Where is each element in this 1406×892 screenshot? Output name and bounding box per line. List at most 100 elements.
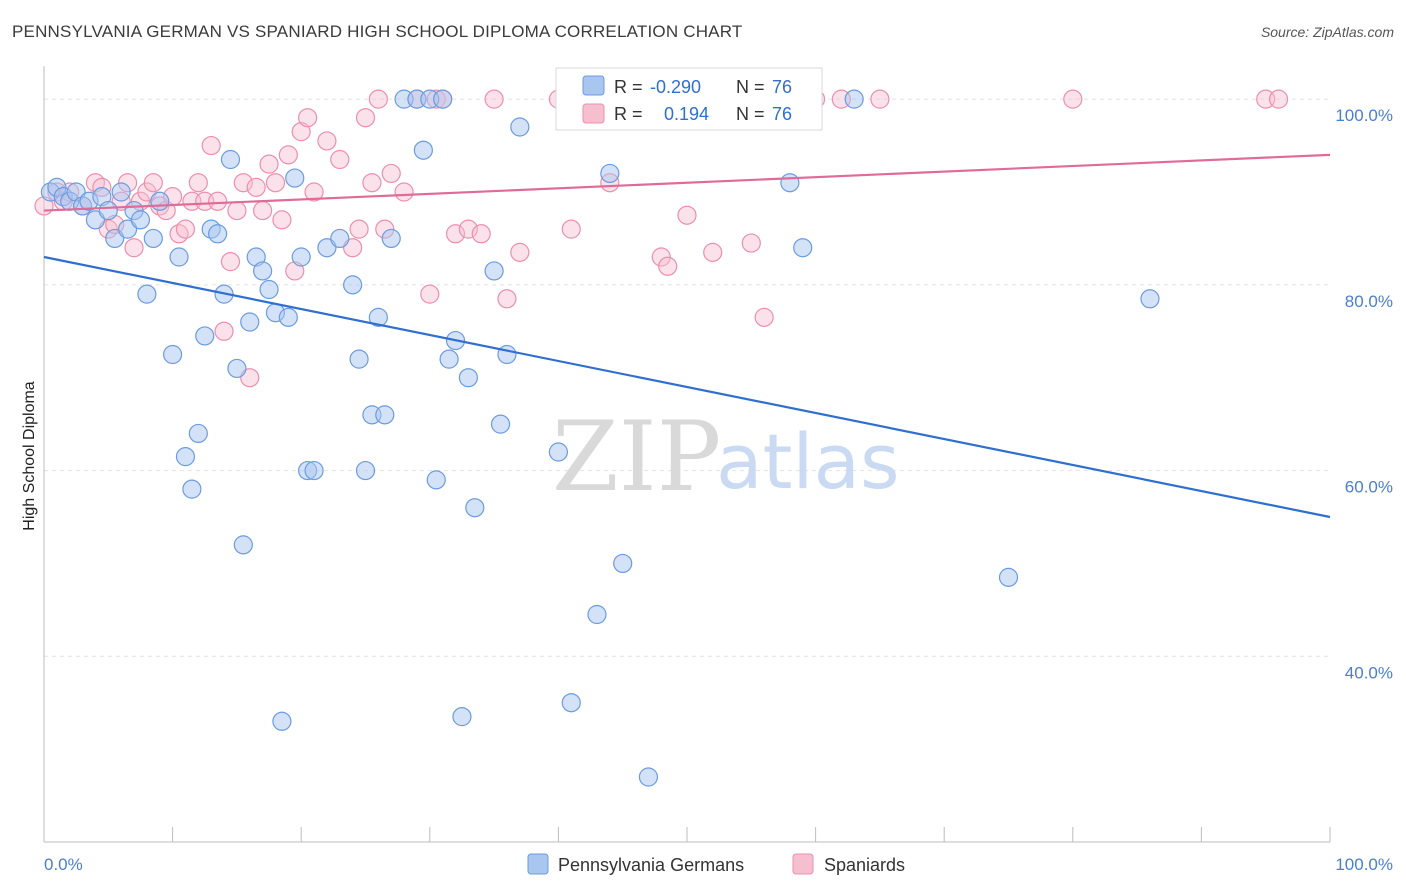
legend-n-value-a: 76 (772, 77, 792, 97)
spaniard-point (368, 89, 388, 109)
y-tick-label: 60.0% (1345, 478, 1393, 497)
pennsylvania-german-point (381, 228, 401, 249)
pennsylvania-german-point (163, 344, 183, 365)
y-tick-label: 40.0% (1345, 663, 1393, 682)
bottom-legend-swatch-pink (792, 853, 814, 875)
pennsylvania-german-point (285, 168, 305, 188)
spaniard-point (355, 108, 376, 128)
y-tick-label: 100.0% (1335, 106, 1393, 125)
pennsylvania-german-point (317, 238, 337, 258)
y-tick-label: 80.0% (1345, 292, 1393, 311)
x-tick-label: 100.0% (1335, 855, 1393, 874)
spaniard-point (259, 154, 279, 174)
pennsylvania-german-point (169, 247, 189, 267)
spaniard-point (188, 173, 208, 193)
spaniard-point (240, 368, 260, 388)
spaniard-point (754, 307, 774, 327)
watermark: ZIP atlas (552, 401, 900, 513)
watermark-zip: ZIP (552, 401, 721, 513)
pennsylvania-german-point (465, 498, 485, 518)
spaniard-point (741, 233, 761, 253)
spaniard-point (246, 177, 266, 197)
spaniard-point (651, 247, 671, 267)
spaniard-point (1268, 89, 1289, 109)
pennsylvania-german-point (291, 247, 311, 267)
chart-title: PENNSYLVANIA GERMAN VS SPANIARD HIGH SCH… (12, 22, 743, 41)
pennsylvania-german-point (253, 261, 273, 281)
spaniard-point (233, 173, 253, 193)
pennsylvania-german-point (439, 349, 459, 369)
spaniard-point (208, 191, 228, 211)
pennsylvania-german-point (452, 707, 472, 727)
trend-line-spaniards (43, 153, 1331, 212)
pennsylvania-german-point (175, 447, 196, 467)
spaniard-point (124, 238, 144, 258)
spaniard-point (471, 224, 491, 244)
trend-line-pennsylvania-germans (43, 255, 1331, 519)
spaniard-point (272, 210, 292, 230)
trend-lines (43, 153, 1331, 519)
bottom-legend: Pennsylvania Germans Spaniards (527, 853, 905, 875)
pennsylvania-german-point (510, 117, 530, 137)
spaniard-point (484, 89, 504, 109)
pennsylvania-german-point (227, 358, 247, 379)
pennsylvania-german-point (426, 470, 446, 490)
pennsylvania-german-point (490, 414, 511, 434)
pennsylvania-german-point (600, 163, 620, 184)
pennsylvania-german-point (433, 89, 453, 109)
spaniard-point (201, 135, 221, 156)
spaniard-point (304, 182, 324, 202)
pennsylvania-german-point (548, 442, 569, 462)
spaniard-point (561, 219, 581, 239)
y-axis-label: High School Diploma (21, 381, 38, 531)
spaniard-point (394, 182, 414, 202)
pennsylvania-german-point (208, 224, 228, 244)
bottom-legend-swatch-blue (527, 853, 549, 875)
pennsylvania-german-point (143, 228, 163, 249)
pennsylvania-german-point (304, 460, 324, 481)
pennsylvania-german-point (137, 284, 157, 304)
pennsylvania-german-point (484, 261, 504, 281)
pennsylvania-german-point (780, 173, 800, 193)
x-tick-label: 0.0% (44, 855, 83, 874)
pennsylvania-german-point (1140, 289, 1160, 309)
pennsylvania-german-point (561, 693, 581, 713)
pennsylvania-german-point (240, 312, 260, 332)
pennsylvania-german-point (130, 210, 151, 230)
pennsylvania-german-point (413, 140, 433, 160)
pennsylvania-german-point (105, 228, 125, 249)
bottom-legend-label-a: Pennsylvania Germans (558, 855, 744, 875)
pennsylvania-german-point (182, 479, 202, 499)
pennsylvania-german-point (497, 344, 517, 365)
pennsylvania-german-point (195, 326, 215, 346)
spaniard-point (362, 173, 382, 193)
legend-swatch-pink (582, 103, 605, 124)
spaniard-point (265, 173, 286, 193)
top-legend: R = -0.290 N = 76 R = 0.194 N = 76 (555, 67, 823, 131)
pennsylvania-german-point (188, 423, 208, 444)
legend-n-label-b: N = (736, 104, 765, 124)
spaniard-point (214, 321, 234, 341)
pennsylvania-german-point (613, 553, 633, 574)
spaniard-point (1063, 89, 1083, 109)
pennsylvania-german-point (272, 711, 292, 731)
spaniard-point (510, 242, 530, 262)
legend-swatch-blue (582, 75, 605, 96)
spaniard-point (458, 219, 478, 239)
spaniard-point (349, 219, 369, 239)
spaniard-point (445, 224, 466, 244)
spaniard-point (278, 145, 298, 165)
pennsylvania-german-point (368, 307, 388, 327)
legend-r-label-b: R = (614, 104, 643, 124)
pennsylvania-german-point (998, 567, 1019, 587)
pennsylvania-german-point (111, 182, 131, 202)
pennsylvania-german-point (220, 149, 241, 170)
spaniard-point (298, 108, 318, 128)
pennsylvania-german-point (458, 368, 478, 388)
bottom-legend-label-b: Spaniards (824, 855, 905, 875)
spaniard-point (658, 256, 678, 276)
spaniard-point (291, 122, 311, 142)
pennsylvania-german-point (343, 275, 363, 295)
pennsylvania-german-point (278, 307, 298, 327)
legend-r-label-a: R = (614, 77, 643, 97)
